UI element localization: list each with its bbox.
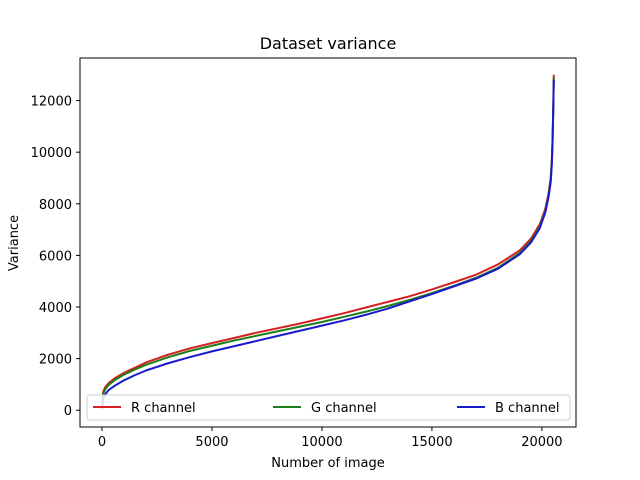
series-line-2 bbox=[101, 79, 555, 410]
x-tick-label-0: 0 bbox=[98, 435, 106, 450]
legend-box bbox=[86, 394, 571, 421]
y-tick-label-1: 2000 bbox=[39, 353, 72, 368]
plot-lines bbox=[101, 74, 555, 410]
y-axis-label: Variance bbox=[7, 215, 22, 271]
legend-label-b: B channel bbox=[495, 401, 560, 416]
y-tick-label-2: 4000 bbox=[39, 301, 72, 316]
x-tick-label-1: 5000 bbox=[195, 435, 228, 450]
plot-frame bbox=[79, 57, 577, 428]
y-tick-label-5: 10000 bbox=[31, 146, 72, 161]
y-ticks: 0 2000 4000 6000 8000 10000 12000 bbox=[31, 95, 80, 419]
legend-label-g: G channel bbox=[311, 401, 377, 416]
legend: R channel G channel B channel bbox=[86, 394, 571, 421]
x-tick-label-4: 20000 bbox=[521, 435, 562, 450]
y-tick-label-0: 0 bbox=[64, 404, 72, 419]
legend-label-r: R channel bbox=[131, 401, 196, 416]
x-tick-label-3: 15000 bbox=[411, 435, 452, 450]
x-ticks: 0 5000 10000 15000 20000 bbox=[98, 427, 563, 450]
y-tick-label-6: 12000 bbox=[31, 95, 72, 110]
y-tick-label-3: 6000 bbox=[39, 249, 72, 264]
x-axis-label: Number of image bbox=[271, 456, 385, 471]
chart-title: Dataset variance bbox=[260, 34, 397, 53]
y-tick-label-4: 8000 bbox=[39, 198, 72, 213]
x-tick-label-2: 10000 bbox=[301, 435, 342, 450]
